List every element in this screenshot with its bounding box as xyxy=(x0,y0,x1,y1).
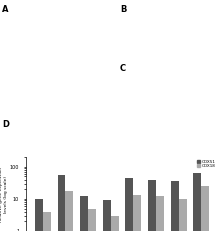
Bar xyxy=(133,195,141,231)
Text: A: A xyxy=(2,5,9,14)
Bar xyxy=(103,200,111,231)
Bar xyxy=(58,175,65,231)
Bar xyxy=(80,196,88,231)
Bar xyxy=(179,199,187,231)
Bar xyxy=(88,209,96,231)
Bar xyxy=(171,181,179,231)
Bar xyxy=(156,196,164,231)
Bar xyxy=(43,212,51,231)
Legend: COX51, COX18: COX51, COX18 xyxy=(197,159,216,169)
Bar xyxy=(126,178,133,231)
Bar xyxy=(148,179,156,231)
Bar xyxy=(193,173,201,231)
Text: C: C xyxy=(120,64,126,73)
Text: D: D xyxy=(2,120,9,128)
Bar xyxy=(65,191,73,231)
Y-axis label: Relative gene expression
levels (log scale): Relative gene expression levels (log sca… xyxy=(0,167,8,222)
Text: B: B xyxy=(120,5,126,14)
Bar xyxy=(201,186,209,231)
Bar xyxy=(111,216,119,231)
Bar xyxy=(35,199,43,231)
